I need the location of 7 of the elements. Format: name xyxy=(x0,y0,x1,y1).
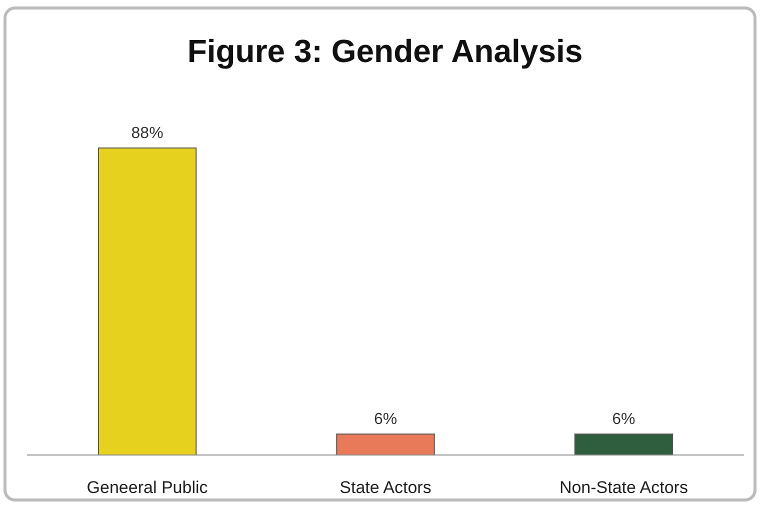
x-tick-label: Geneeral Public xyxy=(86,478,208,497)
data-label: 6% xyxy=(374,411,398,428)
data-label: 88% xyxy=(131,125,164,142)
x-tick-label: Non-State Actors xyxy=(559,478,688,497)
data-label: 6% xyxy=(612,411,636,428)
chart-title: Figure 3: Gender Analysis xyxy=(187,33,583,69)
x-tick-label: State Actors xyxy=(340,478,432,497)
